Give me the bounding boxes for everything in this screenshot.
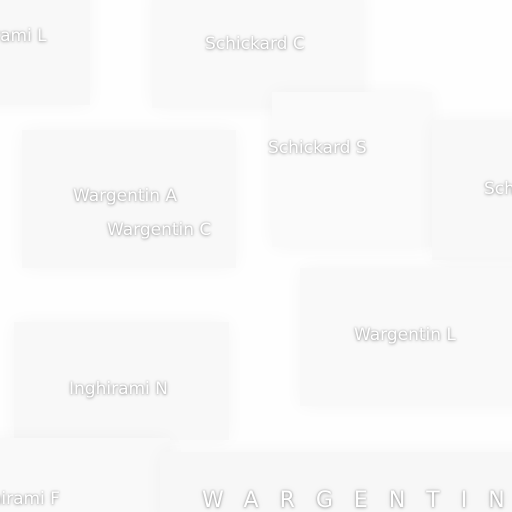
crater-label-schickard[interactable]: Schickard: [484, 179, 512, 199]
map-tile: [160, 452, 512, 512]
crater-label-schickard-c[interactable]: Schickard C: [205, 34, 305, 54]
crater-label-inghirami-f[interactable]: Inghirami F: [0, 489, 60, 509]
map-tile: [0, 0, 90, 105]
map-tile: [14, 322, 229, 440]
crater-label-inghirami-l[interactable]: Inghirami L: [0, 26, 47, 46]
map-tile: [0, 438, 170, 512]
map-tile: [152, 0, 364, 108]
region-label-wargentin[interactable]: WARGENTIN: [202, 488, 512, 512]
crater-label-wargentin-a[interactable]: Wargentin A: [73, 186, 178, 206]
map-tile: [22, 130, 236, 268]
crater-label-schickard-s[interactable]: Schickard S: [268, 138, 367, 158]
map-tile: [432, 120, 512, 260]
crater-label-inghirami-n[interactable]: Inghirami N: [69, 379, 168, 399]
crater-label-wargentin-l[interactable]: Wargentin L: [354, 325, 456, 345]
crater-label-wargentin-c[interactable]: Wargentin C: [107, 220, 212, 240]
map-tile: [272, 92, 432, 247]
map-tile: [300, 268, 512, 406]
